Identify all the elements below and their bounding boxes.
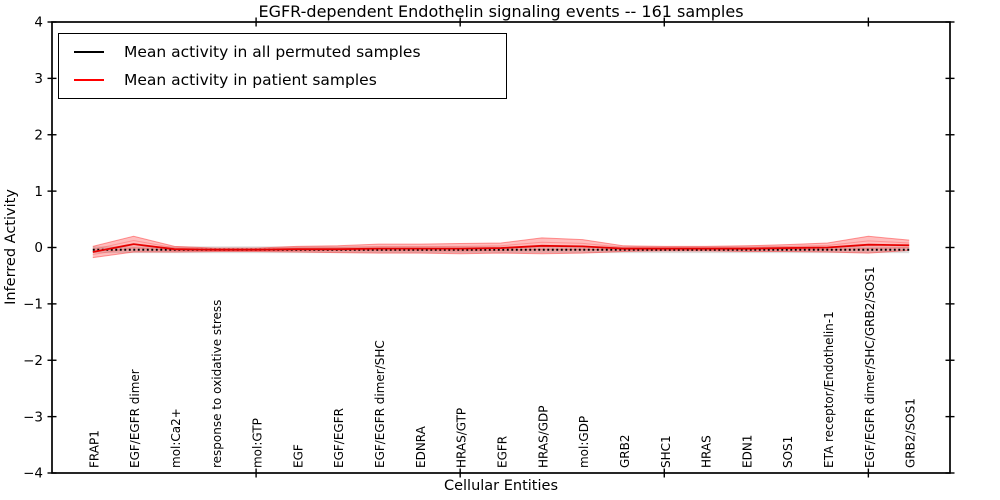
x-category-label: HRAS/GDP <box>536 405 550 468</box>
x-category-label: EGF/EGFR dimer/SHC <box>373 340 387 468</box>
y-tick-label: −1 <box>23 297 43 313</box>
patient-mean-line <box>92 243 910 253</box>
chart-title: EGFR-dependent Endothelin signaling even… <box>258 2 744 21</box>
legend-label: Mean activity in all permuted samples <box>124 43 421 62</box>
x-category-label: SOS1 <box>781 436 795 468</box>
x-category-label: GRB2 <box>618 434 632 468</box>
x-category-label: EGF/EGFR dimer <box>128 369 142 468</box>
y-tick-label: 2 <box>34 127 43 143</box>
x-category-label: HRAS <box>700 435 714 468</box>
y-tick-label: 4 <box>34 15 43 31</box>
legend-entry-permuted: Mean activity in all permuted samples <box>74 43 506 61</box>
x-category-label: EGFR <box>496 436 510 468</box>
y-tick-label: −2 <box>23 353 43 369</box>
x-category-label: HRAS/GTP <box>455 408 469 468</box>
patient-band <box>92 236 910 258</box>
x-category-label: EDN1 <box>740 435 754 468</box>
x-category-label: EGF/EGFR <box>332 408 346 468</box>
x-category-label: EGF <box>291 444 305 468</box>
x-category-label: EDNRA <box>414 425 428 468</box>
x-category-label: mol:GDP <box>577 416 591 468</box>
x-category-label: EGF/EGFR dimer/SHC/GRB2/SOS1 <box>863 266 877 468</box>
legend: Mean activity in all permuted samples Me… <box>58 33 507 99</box>
y-tick-label: 0 <box>34 240 43 256</box>
patient-band-edge <box>92 249 910 259</box>
x-axis-title: Cellular Entities <box>443 478 559 494</box>
y-tick-label: −3 <box>23 409 43 425</box>
y-axis-title: Inferred Activity <box>3 189 19 305</box>
patient-band-edge <box>92 235 910 249</box>
y-tick-label: −4 <box>23 466 43 482</box>
legend-label: Mean activity in patient samples <box>124 70 377 89</box>
legend-line-sample <box>74 51 104 54</box>
y-tick-label: 1 <box>34 184 43 200</box>
x-category-label: mol:Ca2+ <box>169 408 183 468</box>
x-category-label: GRB2/SOS1 <box>904 398 918 468</box>
legend-line-sample <box>74 78 104 81</box>
x-category-label: mol:GTP <box>251 418 265 468</box>
y-tick-label: 3 <box>34 71 43 87</box>
x-category-label: ETA receptor/Endothelin-1 <box>822 311 836 468</box>
x-category-label: FRAP1 <box>87 430 101 468</box>
legend-entry-patient: Mean activity in patient samples <box>74 71 506 89</box>
x-category-label: SHC1 <box>659 435 673 468</box>
x-category-label: response to oxidative stress <box>210 300 224 468</box>
